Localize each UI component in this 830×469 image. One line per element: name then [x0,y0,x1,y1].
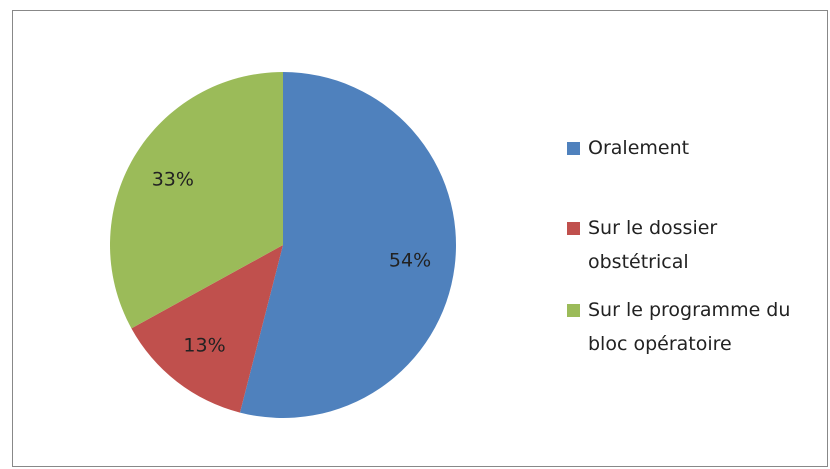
data-label: 13% [183,335,225,357]
pie-slice [131,245,283,413]
pie-slice [110,72,283,329]
data-label: 54% [389,250,431,272]
legend-label: Sur le programme du bloc opératoire [588,299,791,355]
legend-swatch [567,304,580,317]
legend-label: Sur le dossier obstétrical [588,217,718,273]
legend-label: Oralement [588,137,690,159]
pie-slice [239,72,456,418]
legend-entry: Oralement [567,131,822,165]
data-label: 33% [152,168,194,190]
legend-swatch [567,142,580,155]
legend-swatch [567,222,580,235]
legend-entry: Sur le programme du bloc opératoire [567,293,822,361]
legend-entry: Sur le dossier obstétrical [567,211,822,279]
